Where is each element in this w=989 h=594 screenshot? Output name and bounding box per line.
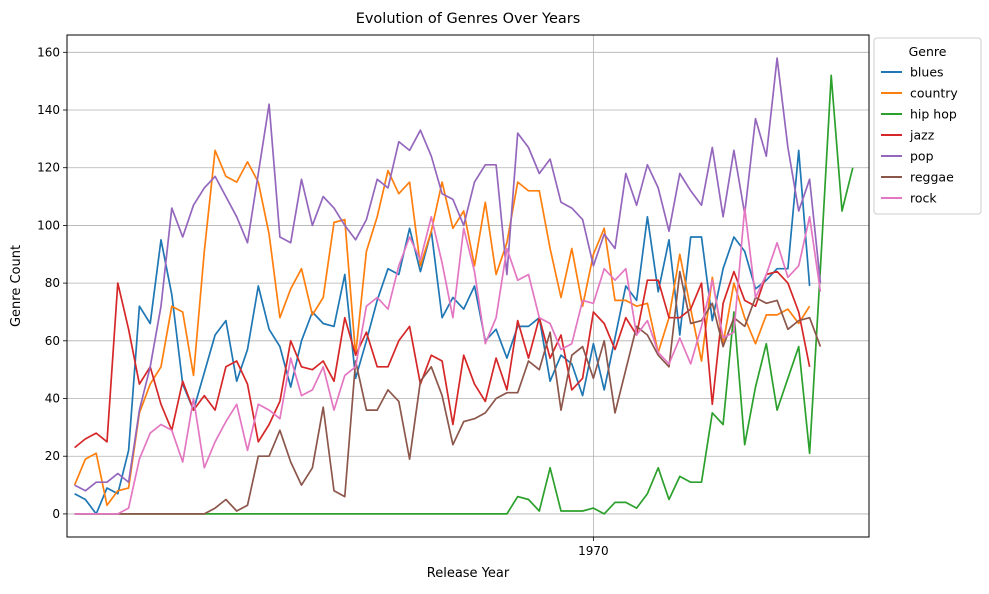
series-line-hip-hop: [74, 74, 854, 515]
series-line-jazz: [74, 270, 811, 449]
plot-frame: [66, 34, 870, 538]
y-tick-label: 160: [37, 45, 60, 59]
legend-label-rock: rock: [910, 191, 937, 206]
chart-title: Evolution of Genres Over Years: [356, 11, 581, 27]
series-line-blues: [74, 149, 811, 515]
y-tick-label: 20: [45, 449, 60, 463]
series-line-country: [73, 149, 811, 507]
legend-label-reggae: reggae: [910, 170, 954, 185]
series-lines: [73, 57, 854, 515]
legend-label-hip-hop: hip hop: [910, 107, 957, 122]
x-tick-label: 1970: [578, 544, 609, 558]
y-tick-label: 120: [37, 161, 60, 175]
legend-label-country: country: [910, 86, 958, 101]
y-tick-label: 140: [37, 103, 60, 117]
legend-title: Genre: [909, 44, 947, 59]
y-tick-label: 80: [45, 276, 60, 290]
y-tick-label: 0: [52, 507, 60, 521]
series-line-reggae: [74, 270, 822, 515]
y-tick-label: 100: [37, 218, 60, 232]
grid: [67, 35, 869, 537]
x-axis-label: Release Year: [427, 566, 510, 581]
series-line-pop: [74, 57, 822, 492]
legend-box: [873, 37, 982, 215]
legend-label-jazz: jazz: [909, 128, 935, 143]
legend: Genre blues country hip hop jazz pop reggae roc…: [873, 37, 982, 215]
legend-label-pop: pop: [910, 149, 934, 164]
x-axis-ticks: 1970: [578, 537, 609, 558]
y-axis-label: Genre Count: [9, 245, 24, 327]
legend-label-blues: blues: [910, 65, 944, 80]
y-tick-label: 40: [45, 392, 60, 406]
series-line-rock: [74, 207, 822, 515]
y-tick-label: 60: [45, 334, 60, 348]
y-axis-ticks: 0 20 40 60 80 100 120 140 160: [37, 45, 67, 521]
